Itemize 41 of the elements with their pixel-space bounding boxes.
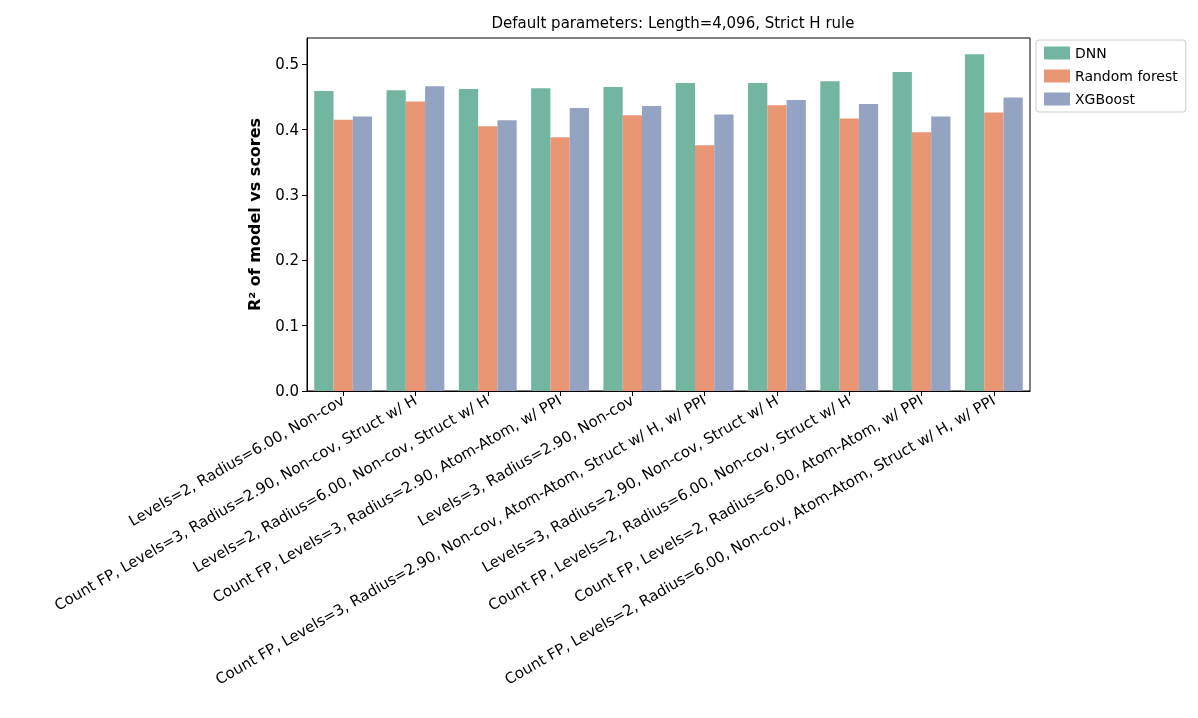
bar [622, 115, 642, 391]
bar [641, 105, 662, 391]
bar [748, 83, 768, 391]
bar [314, 90, 334, 391]
bar [892, 71, 912, 391]
bar [550, 137, 570, 391]
y-tick-label: 0.4 [275, 120, 299, 139]
bar [333, 119, 353, 391]
y-tick-label: 0.3 [275, 185, 299, 204]
bar [497, 120, 517, 391]
bar [714, 114, 734, 391]
bar [984, 112, 1004, 391]
bar [911, 132, 932, 391]
bar [405, 101, 426, 391]
bar [931, 116, 951, 391]
y-tick-label: 0.1 [275, 316, 299, 335]
bar [425, 86, 445, 391]
bar [820, 81, 840, 391]
bar [458, 88, 479, 391]
bar [603, 87, 623, 391]
bar [786, 100, 806, 391]
bar [767, 105, 787, 391]
bar [858, 104, 879, 391]
bar [675, 83, 696, 391]
y-tick-label: 0.2 [275, 251, 299, 270]
legend-label: XGBoost [1075, 91, 1136, 107]
bar [531, 88, 551, 391]
bar [1003, 97, 1023, 391]
bar [964, 54, 985, 391]
bar [839, 118, 859, 391]
bar [569, 107, 589, 391]
bar [478, 126, 498, 391]
y-axis-title: R² of model vs scores [244, 117, 264, 312]
legend-label: DNN [1075, 45, 1107, 61]
y-tick-label: 0.0 [275, 382, 299, 400]
legend-label: Random forest [1075, 68, 1179, 84]
bar [386, 90, 406, 391]
chart-title: Default parameters: Length=4,096, Strict H rule [491, 13, 855, 32]
bar [695, 145, 715, 391]
y-tick-label: 0.5 [275, 55, 299, 74]
bar [352, 116, 373, 391]
